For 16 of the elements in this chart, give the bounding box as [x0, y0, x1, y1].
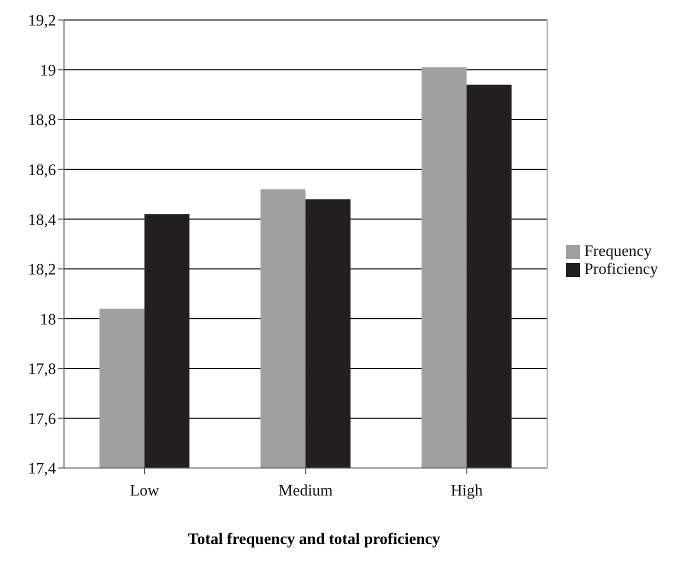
y-tick-label: 18	[40, 311, 56, 328]
y-tick-label: 17,4	[28, 460, 56, 478]
y-tick-label: 19,2	[28, 12, 56, 30]
y-tick-label: 18,8	[28, 112, 56, 130]
y-tick-label: 17,8	[28, 361, 56, 378]
legend-label: Proficiency	[584, 260, 658, 278]
y-tick-label: 17,6	[28, 410, 56, 428]
y-tick-label: 19	[40, 62, 56, 80]
x-axis-title: Total frequency and total proficiency	[186, 531, 442, 549]
legend-label: Frequency	[584, 242, 652, 260]
x-tick-label: Medium	[278, 482, 334, 500]
x-tick-label: Low	[130, 482, 160, 500]
x-tick-label: High	[450, 482, 483, 500]
y-tick-label: 18,4	[28, 212, 56, 229]
y-tick-label: 18,2	[28, 262, 56, 279]
y-tick-label: 18,6	[28, 162, 56, 180]
